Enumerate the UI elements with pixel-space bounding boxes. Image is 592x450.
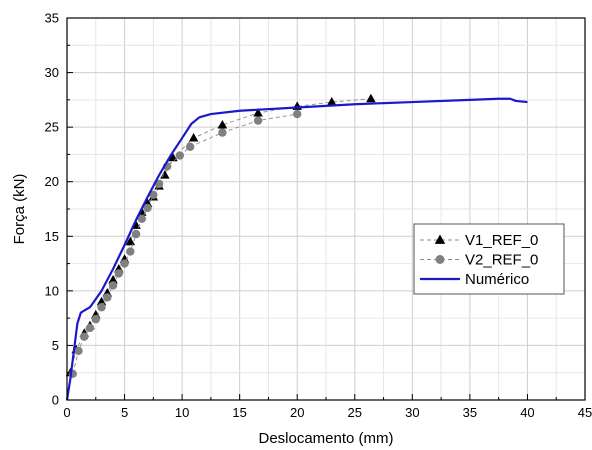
data-point [188,133,199,142]
x-tick-label: 0 [63,405,70,420]
y-tick-label: 5 [52,338,59,353]
data-point [217,119,228,129]
x-tick-label: 25 [348,405,362,420]
legend-marker [435,255,445,264]
data-point [97,303,106,312]
x-tick-label: 40 [520,405,534,420]
y-tick-label: 20 [45,174,59,189]
data-point [85,323,95,333]
y-tick-label: 35 [45,11,59,26]
data-point [126,247,135,256]
x-tick-label: 10 [175,405,189,420]
data-point [253,107,263,117]
legend-marker [434,234,446,244]
x-tick-label: 20 [290,405,304,420]
data-point [120,259,129,268]
data-point [293,109,302,119]
data-point [125,236,136,246]
legend: V1_REF_0 V2_REF_0 Numérico [413,223,565,295]
data-point [80,332,89,341]
data-point [103,293,112,302]
legend-entry: V2_REF_0 [420,252,538,269]
data-point [114,269,124,278]
series-Numérico [65,97,528,401]
data-point [137,214,147,224]
x-tick-label: 45 [578,405,592,420]
x-tick-label: 35 [463,405,477,420]
data-point [74,346,83,356]
data-point [366,93,376,103]
data-point [108,274,118,284]
legend-label: V2_REF_0 [465,252,538,269]
data-point [131,229,141,239]
y-tick-label: 30 [45,65,59,80]
data-point [91,315,100,324]
ticks: 0 5 10 15 20 25 30 35 40 45 0 5 10 15 20 25 30 35 [45,11,592,421]
data-point [143,203,152,213]
y-tick-label: 25 [45,120,59,135]
data-point [175,151,185,160]
series-line [72,113,298,374]
legend-label: V1_REF_0 [465,232,538,249]
y-tick-label: 0 [52,393,59,408]
data-point [253,116,263,125]
x-tick-label: 5 [121,405,128,420]
legend-entries: V1_REF_0 V2_REF_0 Numérico [420,232,538,288]
y-axis-title: Força (kN) [11,174,28,245]
legend-label: Numérico [465,271,529,288]
data-point [154,179,164,189]
legend-entry: V1_REF_0 [420,232,538,249]
data-point [327,97,337,106]
data-point [185,142,195,151]
data-point [149,190,158,200]
x-axis-title: Deslocamento (mm) [258,430,393,447]
y-tick-label: 10 [45,283,59,298]
y-tick-label: 15 [45,229,59,244]
series-V2_REF_0 [68,109,302,379]
series-layer [65,93,528,401]
x-tick-label: 30 [405,405,419,420]
series-line [65,97,528,401]
legend-entry: Numérico [420,271,529,288]
data-point [218,128,227,137]
data-point [108,281,118,290]
x-tick-label: 15 [232,405,246,420]
